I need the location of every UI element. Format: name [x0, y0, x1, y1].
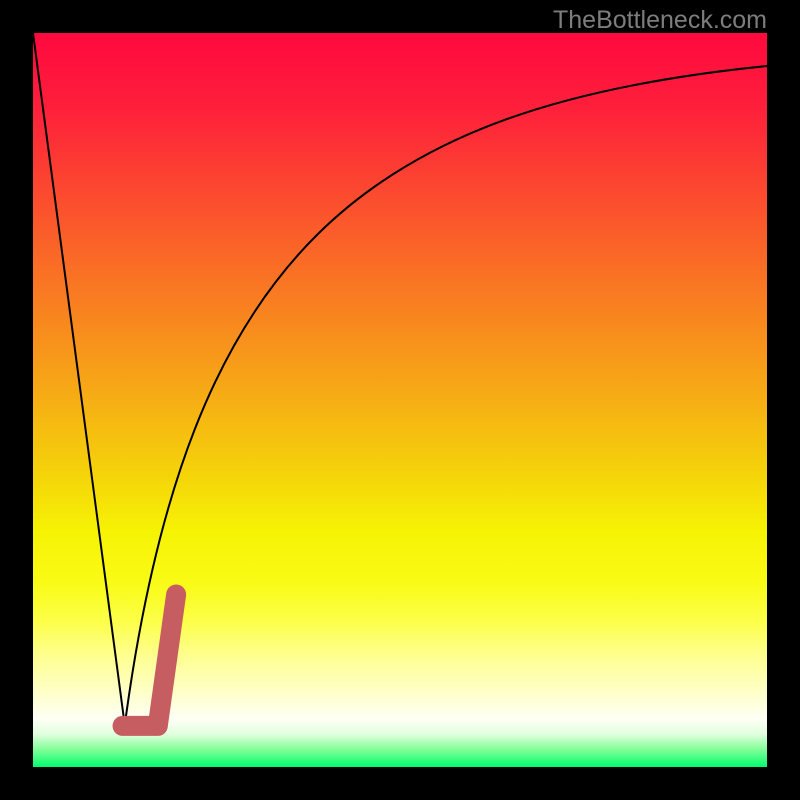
watermark-text: TheBottleneck.com	[553, 6, 767, 35]
chart-svg	[0, 0, 800, 800]
chart-root: TheBottleneck.com	[0, 0, 800, 800]
plot-gradient	[33, 33, 767, 767]
